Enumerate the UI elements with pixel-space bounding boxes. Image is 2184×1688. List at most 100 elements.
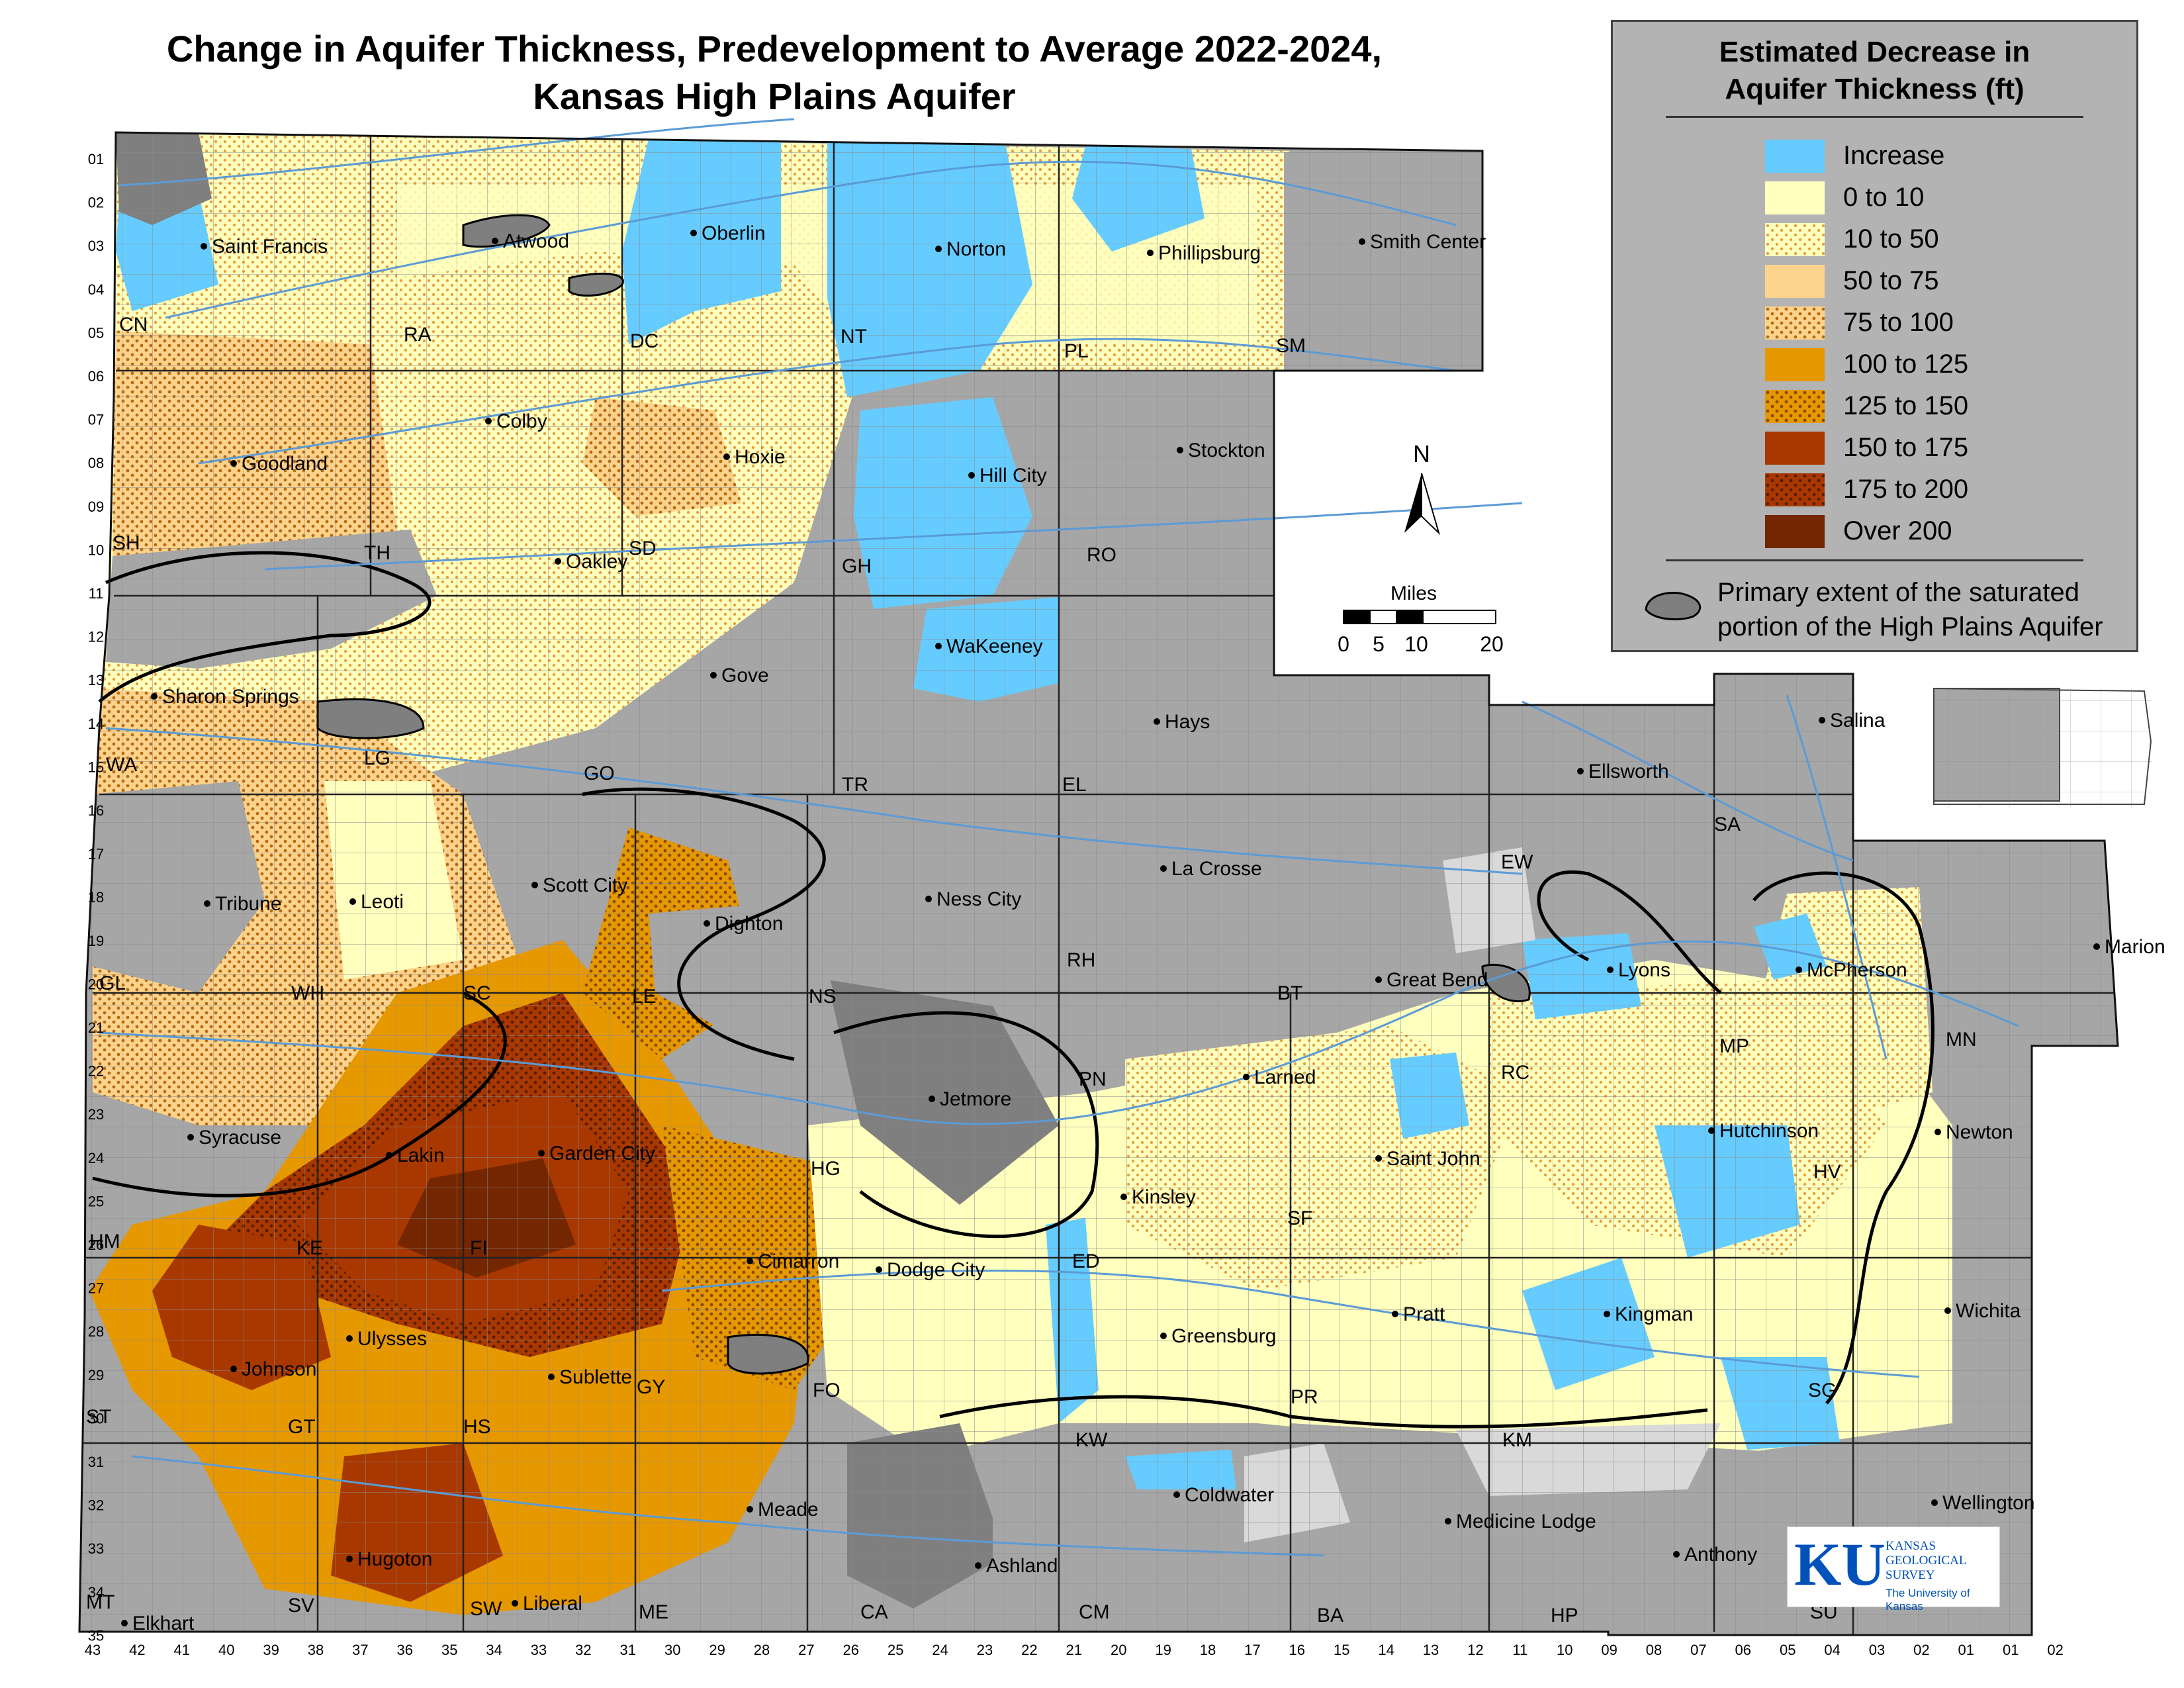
dark-patches [316, 214, 1531, 1375]
aquifer-extent [92, 551, 1934, 1429]
county-abbrev: HM [89, 1231, 120, 1252]
township-label: 20 [88, 976, 104, 992]
city-label: Meade [758, 1499, 819, 1521]
county-abbrev: PL [1064, 340, 1089, 362]
county-labels: CN RA DC NT PL SM SH TH SD GH RO WA LG GO TR EL SA EW GL WH… [86, 314, 1977, 1626]
township-label: 15 [88, 759, 104, 775]
county-abbrev: TR [842, 774, 868, 796]
county-abbrev: ED [1072, 1250, 1100, 1272]
township-label: 16 [88, 802, 104, 819]
range-label: 27 [798, 1642, 814, 1658]
county-abbrev: MN [1946, 1029, 1977, 1051]
county-abbrev: BT [1277, 982, 1302, 1004]
city-dot [187, 1134, 194, 1141]
county-abbrev: HG [811, 1158, 841, 1180]
legend-class-label: Increase [1843, 141, 1945, 170]
range-label: 24 [932, 1642, 948, 1658]
city-dot [121, 1620, 128, 1626]
city-label: Great Bend [1387, 969, 1488, 991]
county-abbrev: CN [119, 314, 148, 336]
legend: Estimated Decrease in Aquifer Thickness … [1611, 20, 2138, 652]
city-dot [1708, 1127, 1715, 1134]
range-label: 14 [1378, 1642, 1394, 1658]
range-label: 38 [308, 1642, 324, 1658]
range-label: 08 [1646, 1642, 1662, 1658]
city-label: Smith Center [1370, 231, 1486, 253]
city-label: Lakin [397, 1145, 445, 1166]
city-dot [2093, 943, 2100, 950]
county-abbrev: GY [637, 1376, 665, 1398]
township-label: 02 [88, 195, 104, 211]
county-abbrev: LG [364, 747, 390, 769]
city-dot [1375, 976, 1382, 983]
city-dot [1154, 718, 1160, 725]
county-abbrev: RO [1087, 544, 1116, 566]
township-label: 04 [88, 281, 104, 298]
range-label: 15 [1334, 1642, 1349, 1658]
legend-class-label: Over 200 [1843, 516, 1952, 545]
county-abbrev: DC [630, 330, 659, 352]
scale-tick-0: 0 [1338, 632, 1349, 656]
county-abbrev: TH [364, 542, 390, 564]
city-label: Johnson [242, 1358, 316, 1380]
scale-tick-20: 20 [1480, 632, 1504, 656]
city-dot [538, 1150, 545, 1156]
city-dot [710, 672, 717, 679]
county-abbrev: HV [1813, 1161, 1841, 1183]
range-label: 32 [575, 1642, 591, 1658]
city-label: Medicine Lodge [1456, 1511, 1596, 1532]
city-label: Hutchinson [1719, 1120, 1819, 1142]
range-label: 23 [977, 1642, 993, 1658]
city-dot [1359, 238, 1365, 245]
city-dot [929, 1096, 935, 1102]
city-dot [925, 896, 932, 902]
county-abbrev: ME [639, 1601, 668, 1623]
county-abbrev: SV [288, 1595, 314, 1617]
ku-mark: KU [1794, 1530, 1886, 1598]
county-abbrev: CM [1079, 1601, 1110, 1623]
county-abbrev: ST [86, 1406, 111, 1428]
township-label: 14 [88, 716, 104, 732]
city-label: Dighton [715, 913, 783, 935]
city-label: Norton [946, 238, 1006, 260]
city-label: Hugoton [357, 1548, 432, 1570]
range-label: 16 [1289, 1642, 1305, 1658]
city-dot [492, 238, 498, 244]
range-label: 33 [531, 1642, 547, 1658]
township-label: 06 [88, 368, 104, 385]
range-label: 20 [1111, 1642, 1126, 1658]
city-label: Ulysses [357, 1328, 427, 1350]
city-dot [346, 1335, 353, 1342]
inset-locator-map [1933, 687, 2152, 808]
city-dot [1173, 1491, 1180, 1498]
legend-swatch [1765, 306, 1825, 340]
ku-logo-university: The University of Kansas [1886, 1587, 1970, 1613]
city-dot [201, 243, 207, 250]
township-label: 08 [88, 455, 104, 471]
map-title: Change in Aquifer Thickness, Predevelopm… [26, 25, 1522, 120]
city-label: Salina [1830, 710, 1886, 731]
county-abbrev: KM [1502, 1429, 1532, 1451]
city-dot [876, 1266, 882, 1273]
range-label: 26 [843, 1642, 859, 1658]
city-label: Saint Francis [212, 236, 328, 258]
city-dot [1243, 1074, 1250, 1080]
range-label: 10 [1557, 1642, 1572, 1658]
township-label: 27 [88, 1280, 104, 1297]
county-abbrev: WA [106, 754, 137, 776]
city-label: Oberlin [702, 222, 766, 244]
township-label: 05 [88, 324, 104, 341]
legend-swatch [1765, 265, 1825, 298]
county-abbrev: PR [1291, 1386, 1318, 1408]
legend-swatch [1765, 515, 1825, 548]
city-label: Coldwater [1185, 1484, 1274, 1506]
township-label: 26 [88, 1237, 104, 1253]
township-label: 07 [88, 412, 104, 428]
range-label: 03 [1869, 1642, 1885, 1658]
city-dot [1796, 966, 1802, 973]
township-label: 18 [88, 889, 104, 906]
city-dot [1931, 1499, 1938, 1506]
city-label: Jetmore [940, 1088, 1011, 1110]
county-abbrev: SD [629, 538, 657, 559]
city-dot [230, 1366, 237, 1372]
